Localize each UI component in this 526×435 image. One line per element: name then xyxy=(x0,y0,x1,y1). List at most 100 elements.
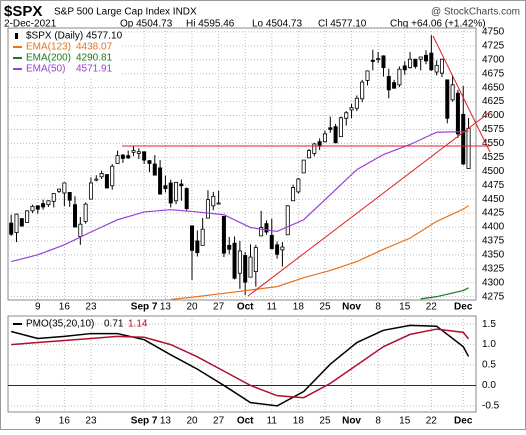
candle-body xyxy=(434,64,439,73)
candle-body xyxy=(424,54,429,62)
candle-body xyxy=(83,203,88,222)
y-tick-label: 4450 xyxy=(482,194,505,205)
candle-body xyxy=(328,127,333,130)
y-tick-label: 1.0 xyxy=(482,339,496,350)
candle-body xyxy=(264,223,269,233)
candle-body xyxy=(455,92,460,135)
candle-body xyxy=(35,205,40,210)
legend-value: 0.71 xyxy=(104,319,124,330)
x-tick-label: 15 xyxy=(399,416,411,427)
x-tick-label: 22 xyxy=(426,302,438,313)
candle-body xyxy=(179,183,184,187)
candle-body xyxy=(259,227,264,237)
candle-body xyxy=(285,205,290,236)
y-tick-label: 4675 xyxy=(482,68,505,79)
candle-body xyxy=(227,244,232,250)
y-tick-label: 4350 xyxy=(482,249,505,260)
x-tick-label: 20 xyxy=(186,302,198,313)
legend-label: EMA(200) xyxy=(26,53,71,64)
x-tick-label: 23 xyxy=(85,416,97,427)
candle-body xyxy=(232,242,237,279)
legend-value: 4577.10 xyxy=(86,31,123,42)
candle-body xyxy=(354,97,359,109)
x-tick-label: 27 xyxy=(213,302,225,313)
candle-body xyxy=(461,113,466,165)
candle-body xyxy=(317,141,322,147)
y-tick-label: 0.5 xyxy=(482,360,496,371)
candle-body xyxy=(386,76,391,91)
candle-body xyxy=(110,165,115,187)
stat: Chg +64.06 (+1.42%) xyxy=(390,19,486,30)
candle-body xyxy=(14,213,19,233)
stat: Lo 4504.73 xyxy=(252,19,302,30)
y-tick-label: 4325 xyxy=(482,263,505,274)
x-tick-label: 18 xyxy=(293,416,305,427)
candle-body xyxy=(450,84,455,101)
x-tick-label: Sep 7 xyxy=(131,416,158,427)
candle-body xyxy=(147,160,152,164)
x-tick-label: 18 xyxy=(293,302,305,313)
legend-value: 4571.91 xyxy=(76,64,113,75)
candle-body xyxy=(152,163,157,176)
candle-body xyxy=(338,117,343,138)
y-tick-label: 4300 xyxy=(482,277,505,288)
x-tick-label: 15 xyxy=(399,302,411,313)
candle-body xyxy=(104,174,109,189)
x-tick-label: 23 xyxy=(85,302,97,313)
x-tick-label: 13 xyxy=(160,416,172,427)
candle-body xyxy=(418,56,423,60)
candle-body xyxy=(211,195,216,207)
x-tick-label: Dec xyxy=(454,302,473,313)
x-tick-label: Sep 7 xyxy=(131,302,158,313)
legend-label: $SPX (Daily) xyxy=(26,31,83,42)
candle-body xyxy=(333,126,338,144)
series-line xyxy=(170,205,469,301)
candle-body xyxy=(275,244,280,255)
candle-body xyxy=(439,58,444,74)
candle-body xyxy=(158,167,163,195)
x-tick-label: 27 xyxy=(213,416,225,427)
stat: Cl 4577.10 xyxy=(318,19,367,30)
candle-body xyxy=(370,59,375,62)
series-line xyxy=(11,130,469,263)
candle-body xyxy=(163,185,168,189)
y-tick-label: 0.0 xyxy=(482,380,496,391)
legend: $SPX (Daily) 4577.10 EMA(123) 4438.07 EMA(20… xyxy=(11,30,123,78)
candle-body xyxy=(142,151,147,161)
candle-body xyxy=(73,204,78,228)
candle-body xyxy=(221,215,226,254)
trend-lines xyxy=(122,35,491,297)
candle-body xyxy=(57,188,62,192)
source: @ StockCharts.com xyxy=(431,7,520,18)
candle-body xyxy=(253,247,258,272)
series-line xyxy=(11,328,470,399)
y-tick-label: 4475 xyxy=(482,180,505,191)
candle-body xyxy=(115,155,120,164)
candle-body xyxy=(205,199,210,219)
x-tick-label: 16 xyxy=(59,302,71,313)
candle-body xyxy=(46,200,51,206)
y-tick-label: 4375 xyxy=(482,236,505,247)
legend-value: 4290.81 xyxy=(76,53,113,64)
candle-body xyxy=(184,188,189,209)
series-line xyxy=(11,324,470,407)
candle-body xyxy=(392,82,397,89)
candle-body xyxy=(30,205,35,212)
candle-body xyxy=(349,107,354,111)
x-tick-label: Dec xyxy=(454,416,473,427)
trend-line xyxy=(247,111,491,297)
candle-body xyxy=(19,218,24,227)
candle-body xyxy=(402,65,407,71)
candle-body xyxy=(174,181,179,202)
stat: Op 4504.73 xyxy=(120,19,173,30)
candle-body xyxy=(62,182,67,194)
candle-body xyxy=(120,154,125,159)
candle-body xyxy=(237,250,242,274)
x-tick-label: Oct xyxy=(237,416,254,427)
candle-body xyxy=(41,203,46,208)
candle-body xyxy=(301,159,306,174)
candle-body xyxy=(322,133,327,143)
candle-body xyxy=(397,68,402,86)
candle-body xyxy=(307,150,312,159)
